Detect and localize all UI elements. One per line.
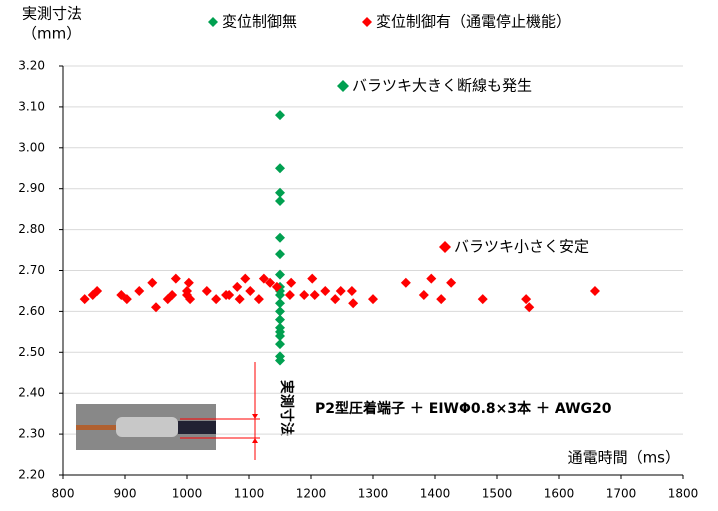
point <box>245 285 256 296</box>
point <box>275 298 285 309</box>
point <box>477 294 488 305</box>
y-tick-label: 2.70 <box>18 263 45 277</box>
plot: 2.20 2.30 2.40 2.50 2.60 2.70 2.80 2.90 3.00 3.10… <box>18 13 698 501</box>
annotation: バラツキ大きく断線も発生 <box>352 77 532 95</box>
y-tick-label: 3.00 <box>18 140 45 154</box>
point <box>286 277 297 288</box>
point <box>275 355 285 366</box>
photo <box>76 362 260 460</box>
point <box>183 277 194 288</box>
point <box>134 285 145 296</box>
y-tick-label: 3.20 <box>18 59 45 73</box>
point <box>211 294 222 305</box>
point <box>271 281 282 292</box>
annotation: バラツキ小さく安定 <box>454 238 589 256</box>
point <box>121 294 132 305</box>
y-tick-label: 2.20 <box>18 468 45 482</box>
point <box>436 294 447 305</box>
point <box>524 302 535 313</box>
x-tick-label: 800 <box>52 487 75 501</box>
point <box>224 290 235 301</box>
point <box>335 285 346 296</box>
point <box>147 277 158 288</box>
point <box>275 195 285 206</box>
point <box>79 294 90 305</box>
point <box>275 314 285 325</box>
point <box>426 273 437 284</box>
point <box>275 339 285 350</box>
x-tick-label: 1700 <box>606 487 637 501</box>
point <box>299 290 310 301</box>
point <box>348 298 359 309</box>
x-tick-label: 1500 <box>482 487 513 501</box>
point <box>151 302 161 313</box>
point <box>275 249 285 260</box>
point <box>307 273 318 284</box>
x-axis-label: 通電時間（ms） <box>568 449 680 467</box>
point <box>201 285 212 296</box>
point <box>182 290 192 301</box>
annotation: 実測寸法 <box>278 380 295 436</box>
point <box>330 294 341 305</box>
y-axis-label: 実測寸法 <box>22 5 82 23</box>
x-tick-label: 1400 <box>420 487 451 501</box>
y-tick-label: 2.40 <box>18 386 45 400</box>
point <box>253 294 264 305</box>
y-axis-label: （mm） <box>22 25 81 43</box>
y-tick-label: 2.30 <box>18 427 45 441</box>
point <box>400 277 411 288</box>
terminal <box>116 417 178 437</box>
legend-marker <box>208 17 218 27</box>
point <box>234 294 245 305</box>
x-tick-label: 1000 <box>172 487 203 501</box>
point <box>232 281 243 292</box>
annotation: P2型圧着端子 ＋ EIWΦ0.8×3本 ＋ AWG20 <box>315 400 612 417</box>
point <box>368 294 378 305</box>
point <box>275 306 285 317</box>
legend-label: 変位制御無 <box>222 13 297 31</box>
y-tick-label: 3.10 <box>18 99 45 113</box>
x-tick-label: 1200 <box>296 487 327 501</box>
y-tick-label: 2.80 <box>18 222 45 236</box>
x-tick-label: 1600 <box>544 487 575 501</box>
point <box>275 290 285 301</box>
x-tick-label: 1800 <box>668 487 699 501</box>
point <box>284 290 295 301</box>
point <box>521 294 532 305</box>
point <box>258 273 269 284</box>
point <box>275 110 285 121</box>
x-tick-label: 1100 <box>234 487 265 501</box>
point <box>275 269 285 280</box>
point <box>170 273 181 284</box>
x-tick-label: 900 <box>114 487 137 501</box>
y-tick-label: 2.90 <box>18 181 45 195</box>
y-tick-label: 2.60 <box>18 304 45 318</box>
point <box>446 277 457 288</box>
point <box>240 273 251 284</box>
wire <box>76 425 116 430</box>
point <box>418 290 429 301</box>
point <box>320 285 331 296</box>
x-tick-label: 1300 <box>358 487 389 501</box>
point <box>275 232 285 243</box>
point <box>309 290 320 301</box>
point <box>265 277 276 288</box>
annotation-icon <box>439 241 451 253</box>
point <box>275 187 285 198</box>
wire <box>178 421 216 434</box>
y-tick-label: 2.50 <box>18 345 45 359</box>
annotation-icon <box>337 80 349 92</box>
point <box>589 285 600 296</box>
point <box>275 330 285 341</box>
point <box>92 285 103 296</box>
point <box>275 163 285 174</box>
point <box>167 290 178 301</box>
point <box>346 285 357 296</box>
legend-marker <box>362 17 372 27</box>
legend-label: 変位制御有（通電停止機能） <box>376 13 571 31</box>
